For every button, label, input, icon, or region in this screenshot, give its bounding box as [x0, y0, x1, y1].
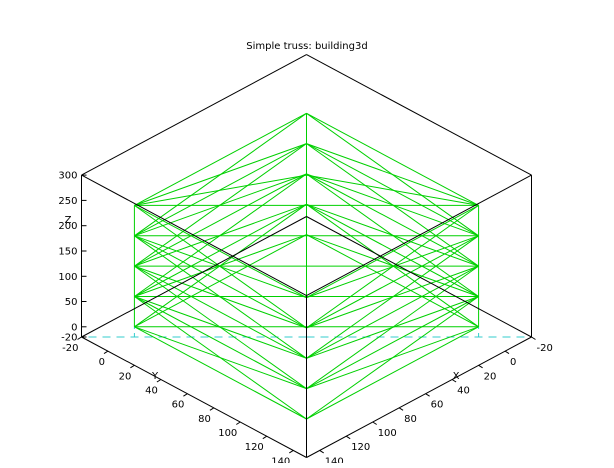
x-tick-label: 80: [404, 414, 417, 425]
x-tick: [346, 436, 350, 439]
z-tick-label: 150: [58, 247, 77, 258]
y-tick-label: 40: [145, 386, 158, 397]
y-tick: [263, 436, 267, 439]
x-tick: [320, 450, 324, 453]
truss-member: [307, 236, 479, 298]
truss-member: [307, 144, 479, 236]
box-edge: [82, 337, 307, 458]
z-tick-label: 0: [71, 322, 77, 333]
truss-member: [307, 174, 479, 266]
truss-member: [134, 205, 306, 297]
truss-member: [307, 205, 479, 297]
y-tick-label: 120: [245, 442, 264, 453]
x-tick: [532, 337, 536, 340]
truss-member: [134, 174, 306, 297]
y-tick: [236, 422, 240, 425]
y-axis-label: Y: [151, 371, 159, 382]
x-tick-label: -20: [537, 343, 553, 354]
x-tick-label: 60: [431, 400, 444, 411]
y-tick-label: 0: [99, 357, 105, 368]
truss-member: [307, 113, 479, 205]
truss-member: [134, 236, 306, 358]
truss-member: [307, 144, 479, 206]
x-tick-label: 40: [457, 386, 470, 397]
x-tick: [373, 422, 377, 425]
y-tick-label: -20: [62, 343, 78, 354]
y-tick: [130, 365, 134, 368]
z-tick-label: -20: [61, 333, 77, 344]
z-tick-label: 50: [65, 297, 78, 308]
x-tick-label: 0: [510, 357, 516, 368]
x-tick-label: 20: [484, 371, 497, 382]
x-tick: [505, 351, 509, 354]
truss-member: [307, 297, 479, 359]
truss-member: [134, 204, 306, 296]
truss-member: [307, 266, 479, 358]
z-tick-label: 100: [58, 272, 77, 283]
x-tick-label: 140: [325, 456, 344, 463]
truss-member: [134, 144, 306, 267]
x-tick-label: 120: [351, 442, 370, 453]
y-tick: [78, 337, 82, 340]
truss-member: [307, 235, 479, 327]
z-tick-label: 300: [58, 171, 77, 182]
x-tick: [479, 365, 483, 368]
y-tick: [210, 408, 214, 411]
z-axis-label: Z: [65, 215, 72, 226]
x-axis-label: X: [453, 371, 460, 382]
truss-member: [134, 266, 306, 358]
truss-member: [134, 144, 306, 236]
y-tick-label: 80: [198, 414, 211, 425]
y-tick-label: 60: [172, 400, 185, 411]
y-tick: [289, 450, 293, 453]
truss-member: [134, 204, 306, 326]
x-tick: [426, 394, 430, 397]
box-edge: [307, 55, 532, 176]
truss-member: [134, 205, 306, 328]
truss-member: [134, 235, 306, 327]
x-tick-label: 100: [378, 428, 397, 439]
truss-member: [134, 297, 306, 389]
box-edge: [307, 337, 532, 458]
truss-member: [134, 266, 306, 389]
truss-member: [134, 113, 306, 205]
y-tick-label: 20: [119, 371, 132, 382]
truss-member: [307, 204, 479, 266]
box-edge: [82, 55, 307, 176]
y-tick-label: 100: [218, 428, 237, 439]
truss-member: [307, 204, 479, 296]
truss-member: [134, 175, 306, 205]
y-tick: [104, 351, 108, 354]
y-tick: [183, 394, 187, 397]
chart-title: Simple truss: building3d: [246, 41, 367, 52]
truss-member: [134, 327, 306, 419]
truss-member: [134, 174, 306, 266]
truss-member: [134, 297, 306, 420]
x-tick: [399, 408, 403, 411]
z-tick-label: 250: [58, 196, 77, 207]
truss-member: [307, 175, 479, 205]
y-tick-label: 140: [271, 456, 290, 463]
